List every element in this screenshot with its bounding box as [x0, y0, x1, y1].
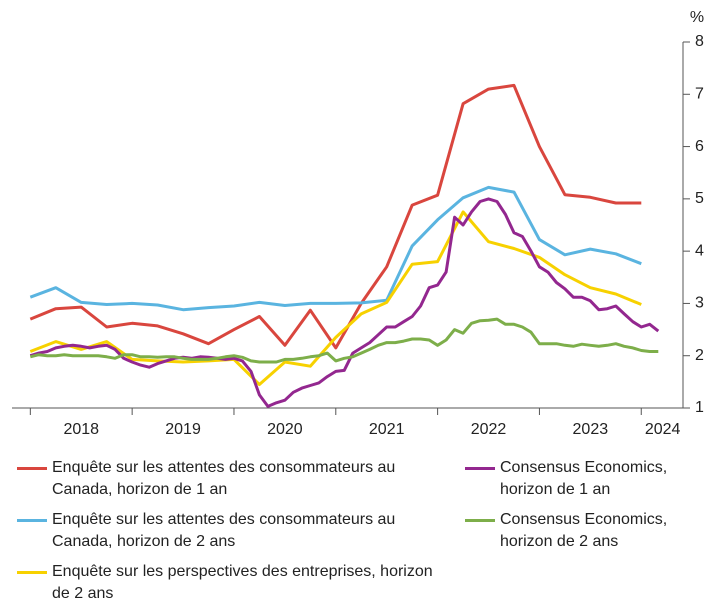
y-tick-label: 4	[695, 242, 704, 259]
y-tick-label: 7	[695, 86, 704, 103]
x-tick-label: 2021	[369, 421, 405, 438]
x-tick-label: 2020	[267, 421, 303, 438]
chart: % 1 2 3 4 5 6 7 8 2018 2019 2020 2021 2022 2023 2024	[12, 9, 704, 438]
legend-swatch	[465, 467, 495, 470]
legend-label: Enquête sur les attentes des consommateu…	[52, 459, 396, 498]
series-line	[29, 83, 642, 350]
x-tick-label: 2023	[573, 421, 609, 438]
series-line	[29, 197, 660, 408]
y-tick-label: 2	[695, 347, 704, 364]
series-line	[29, 317, 659, 364]
y-tick-label: 3	[695, 295, 704, 312]
y-tick-label: 1	[695, 399, 704, 416]
x-tick-label: 2022	[471, 421, 507, 438]
legend-swatch	[17, 467, 47, 470]
legend-label: Enquête sur les perspectives des entrepr…	[52, 563, 433, 602]
legend-swatch	[465, 519, 495, 522]
legend-swatch	[17, 519, 47, 522]
legend-label: Consensus Economics, horizon de 1 an	[500, 459, 668, 498]
y-tick-label: 8	[695, 33, 704, 50]
series-line	[29, 185, 642, 312]
legend-label: Enquête sur les attentes des consommateu…	[52, 511, 396, 550]
x-tick-label: 2019	[165, 421, 201, 438]
y-unit: %	[690, 9, 704, 26]
y-tick-label: 5	[695, 190, 704, 207]
legend-swatch	[17, 571, 47, 574]
legend: Enquête sur les attentes des consommateu…	[0, 452, 707, 602]
y-tick-label: 6	[695, 138, 704, 155]
x-tick-label: 2018	[63, 421, 99, 438]
legend-label: Consensus Economics, horizon de 2 ans	[500, 511, 668, 550]
series-line	[29, 210, 642, 386]
x-tick-label: 2024	[645, 421, 681, 438]
